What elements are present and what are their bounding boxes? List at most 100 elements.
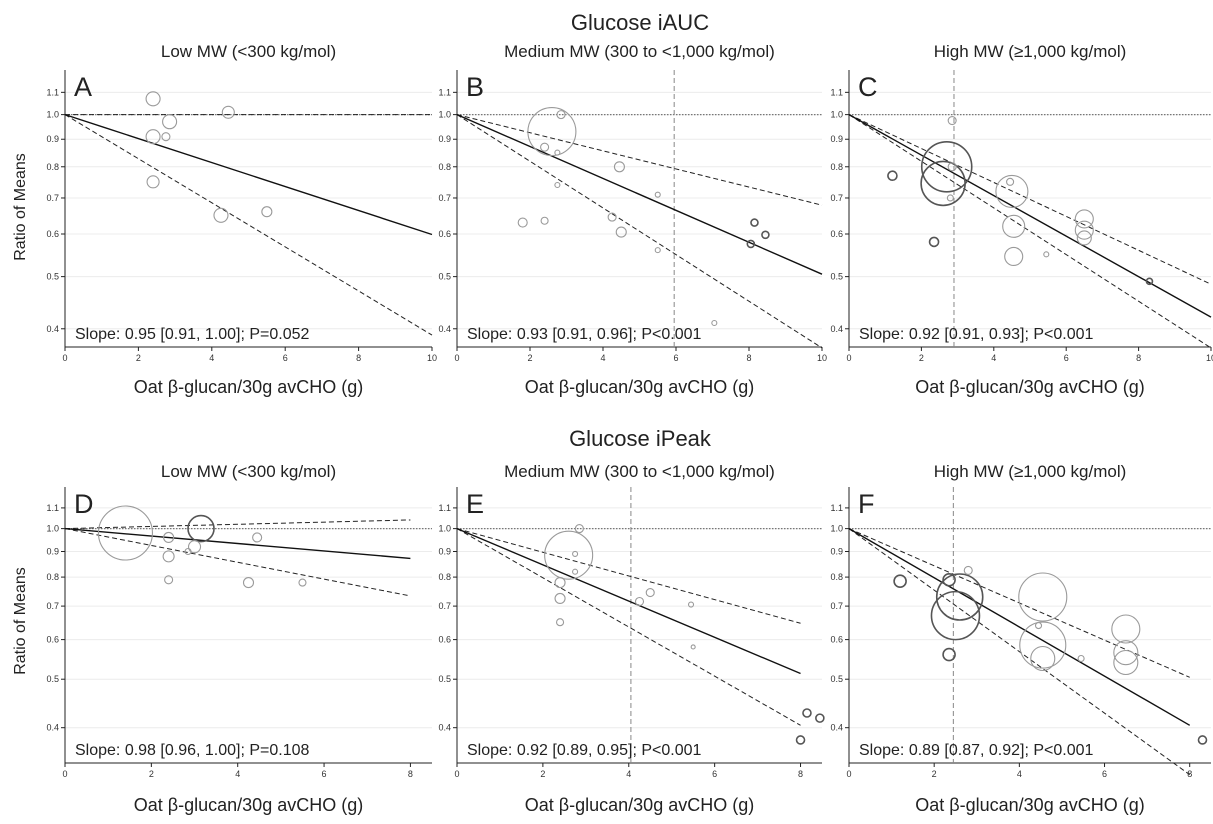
data-point-c-5 (946, 194, 954, 202)
x-tick-label-c-6: 6 (1064, 353, 1069, 363)
x-tick-label-c-0: 0 (846, 353, 851, 363)
data-point-e-13 (815, 713, 825, 723)
data-point-a-5 (221, 105, 235, 119)
x-tick-label-a-4: 4 (209, 353, 214, 363)
x-tick-label-f-4: 4 (1017, 769, 1022, 779)
y-tick-label-c-0.9: 0.9 (830, 134, 843, 144)
data-point-e-8 (634, 596, 645, 607)
data-point-c-1 (920, 140, 973, 193)
x-tick-label-a-6: 6 (283, 353, 288, 363)
data-point-b-13 (711, 319, 718, 327)
x-tick-label-e-2: 2 (540, 769, 545, 779)
data-point-f-7 (1018, 572, 1068, 622)
data-point-b-2 (540, 142, 550, 152)
data-point-f-1 (935, 573, 984, 621)
y-tick-label-f-0.9: 0.9 (830, 547, 843, 557)
y-tick-label-c-0.6: 0.6 (830, 229, 843, 239)
ci-lower-line-e (456, 528, 801, 726)
data-point-d-1 (97, 505, 153, 561)
data-point-c-10 (1002, 214, 1026, 238)
data-point-b-3 (556, 110, 566, 120)
data-point-c-6 (887, 170, 898, 182)
data-point-e-14 (795, 735, 806, 745)
y-tick-label-d-1: 1.0 (46, 524, 59, 534)
ci-upper-line-b (456, 114, 823, 206)
data-point-e-6 (554, 592, 566, 605)
y-tick-label-f-1: 1.0 (830, 524, 843, 534)
panel-a: 0.4 0.5 0.6 0.7 0.8 0.9 1.0 1.1 0 2 4 6 8 10 A Low MW (… (46, 42, 437, 397)
y-tick-label-c-0.5: 0.5 (830, 272, 843, 282)
data-point-c-12 (1043, 251, 1050, 258)
x-tick-label-e-8: 8 (798, 769, 803, 779)
x-tick-label-c-4: 4 (991, 353, 996, 363)
y-tick-label-f-0.8: 0.8 (830, 572, 843, 582)
x-tick-label-f-6: 6 (1102, 769, 1107, 779)
row-title-iauc: Glucose iAUC (571, 10, 709, 35)
y-tick-label-e-0.9: 0.9 (438, 547, 451, 557)
data-point-c-3 (947, 115, 957, 126)
y-tick-label-c-1.1: 1.1 (830, 87, 843, 97)
y-tick-label-b-1: 1.0 (438, 110, 451, 120)
y-tick-label-a-0.9: 0.9 (46, 134, 59, 144)
y-tick-label-c-1: 1.0 (830, 110, 843, 120)
x-tick-label-d-6: 6 (322, 769, 327, 779)
data-point-d-5 (162, 550, 175, 563)
data-point-d-3 (163, 531, 175, 544)
data-point-c-11 (1004, 246, 1024, 267)
x-tick-label-d-4: 4 (235, 769, 240, 779)
data-point-b-16 (746, 239, 756, 249)
data-point-e-2 (574, 524, 584, 534)
data-point-a-4 (161, 132, 171, 142)
y-tick-label-c-0.4: 0.4 (830, 324, 843, 334)
data-point-c-8 (995, 174, 1029, 208)
panel-title-c: High MW (≥1,000 kg/mol) (934, 42, 1127, 61)
data-point-e-9 (645, 588, 655, 598)
ci-upper-line-c (848, 114, 1212, 285)
regression-line-a (64, 113, 433, 236)
x-tick-label-d-0: 0 (62, 769, 67, 779)
panel-title-e: Medium MW (300 to <1,000 kg/mol) (504, 462, 775, 481)
x-tick-label-d-2: 2 (149, 769, 154, 779)
y-tick-label-f-0.6: 0.6 (830, 635, 843, 645)
slope-annotation-e: Slope: 0.92 [0.89, 0.95]; P<0.001 (467, 742, 702, 759)
row-title-ipeak: Glucose iPeak (569, 426, 712, 451)
x-tick-label-a-10: 10 (427, 353, 437, 363)
data-point-c-7 (928, 236, 940, 248)
data-point-f-13 (1113, 640, 1139, 666)
x-tick-label-b-4: 4 (600, 353, 605, 363)
y-tick-label-d-0.7: 0.7 (46, 601, 59, 611)
data-point-b-15 (761, 230, 770, 240)
data-point-b-12 (654, 247, 661, 254)
data-point-e-11 (690, 644, 696, 650)
x-tick-label-d-8: 8 (408, 769, 413, 779)
y-tick-label-e-1: 1.0 (438, 524, 451, 534)
data-point-c-4 (947, 162, 957, 172)
data-point-b-9 (540, 216, 549, 225)
x-tick-label-f-0: 0 (846, 769, 851, 779)
data-point-d-9 (242, 577, 255, 589)
data-point-a-8 (261, 206, 273, 218)
panels-container: 0.4 0.5 0.6 0.7 0.8 0.9 1.0 1.1 0 2 4 6 8 10 A Low MW (… (46, 42, 1213, 815)
y-axis-label-top: Ratio of Means (12, 153, 29, 261)
regression-line-b (456, 113, 823, 275)
panel-f: 0.4 0.5 0.6 0.7 0.8 0.9 1.0 1.1 0 2 4 6 8 F High MW (≥… (830, 462, 1211, 815)
slope-annotation-d: Slope: 0.98 [0.96, 1.00]; P=0.108 (75, 742, 310, 759)
data-point-d-6 (187, 540, 202, 554)
data-point-e-3 (572, 550, 579, 557)
y-tick-label-d-0.6: 0.6 (46, 635, 59, 645)
x-tick-label-e-0: 0 (454, 769, 459, 779)
data-point-f-11 (1077, 654, 1085, 663)
y-tick-label-d-0.4: 0.4 (46, 723, 59, 733)
data-point-f-12 (1111, 614, 1141, 644)
data-point-f-14 (1113, 649, 1139, 676)
data-point-b-10 (607, 212, 617, 222)
data-point-f-2 (930, 590, 981, 641)
data-point-c-14 (1074, 220, 1094, 240)
y-tick-label-f-0.7: 0.7 (830, 601, 843, 611)
data-point-c-13 (1074, 209, 1094, 229)
data-point-b-8 (517, 217, 528, 228)
slope-annotation-f: Slope: 0.89 [0.87, 0.92]; P<0.001 (859, 742, 1094, 759)
ci-lower-line-a (64, 114, 433, 336)
y-tick-label-a-0.5: 0.5 (46, 272, 59, 282)
panel-letter-b: B (466, 72, 484, 102)
